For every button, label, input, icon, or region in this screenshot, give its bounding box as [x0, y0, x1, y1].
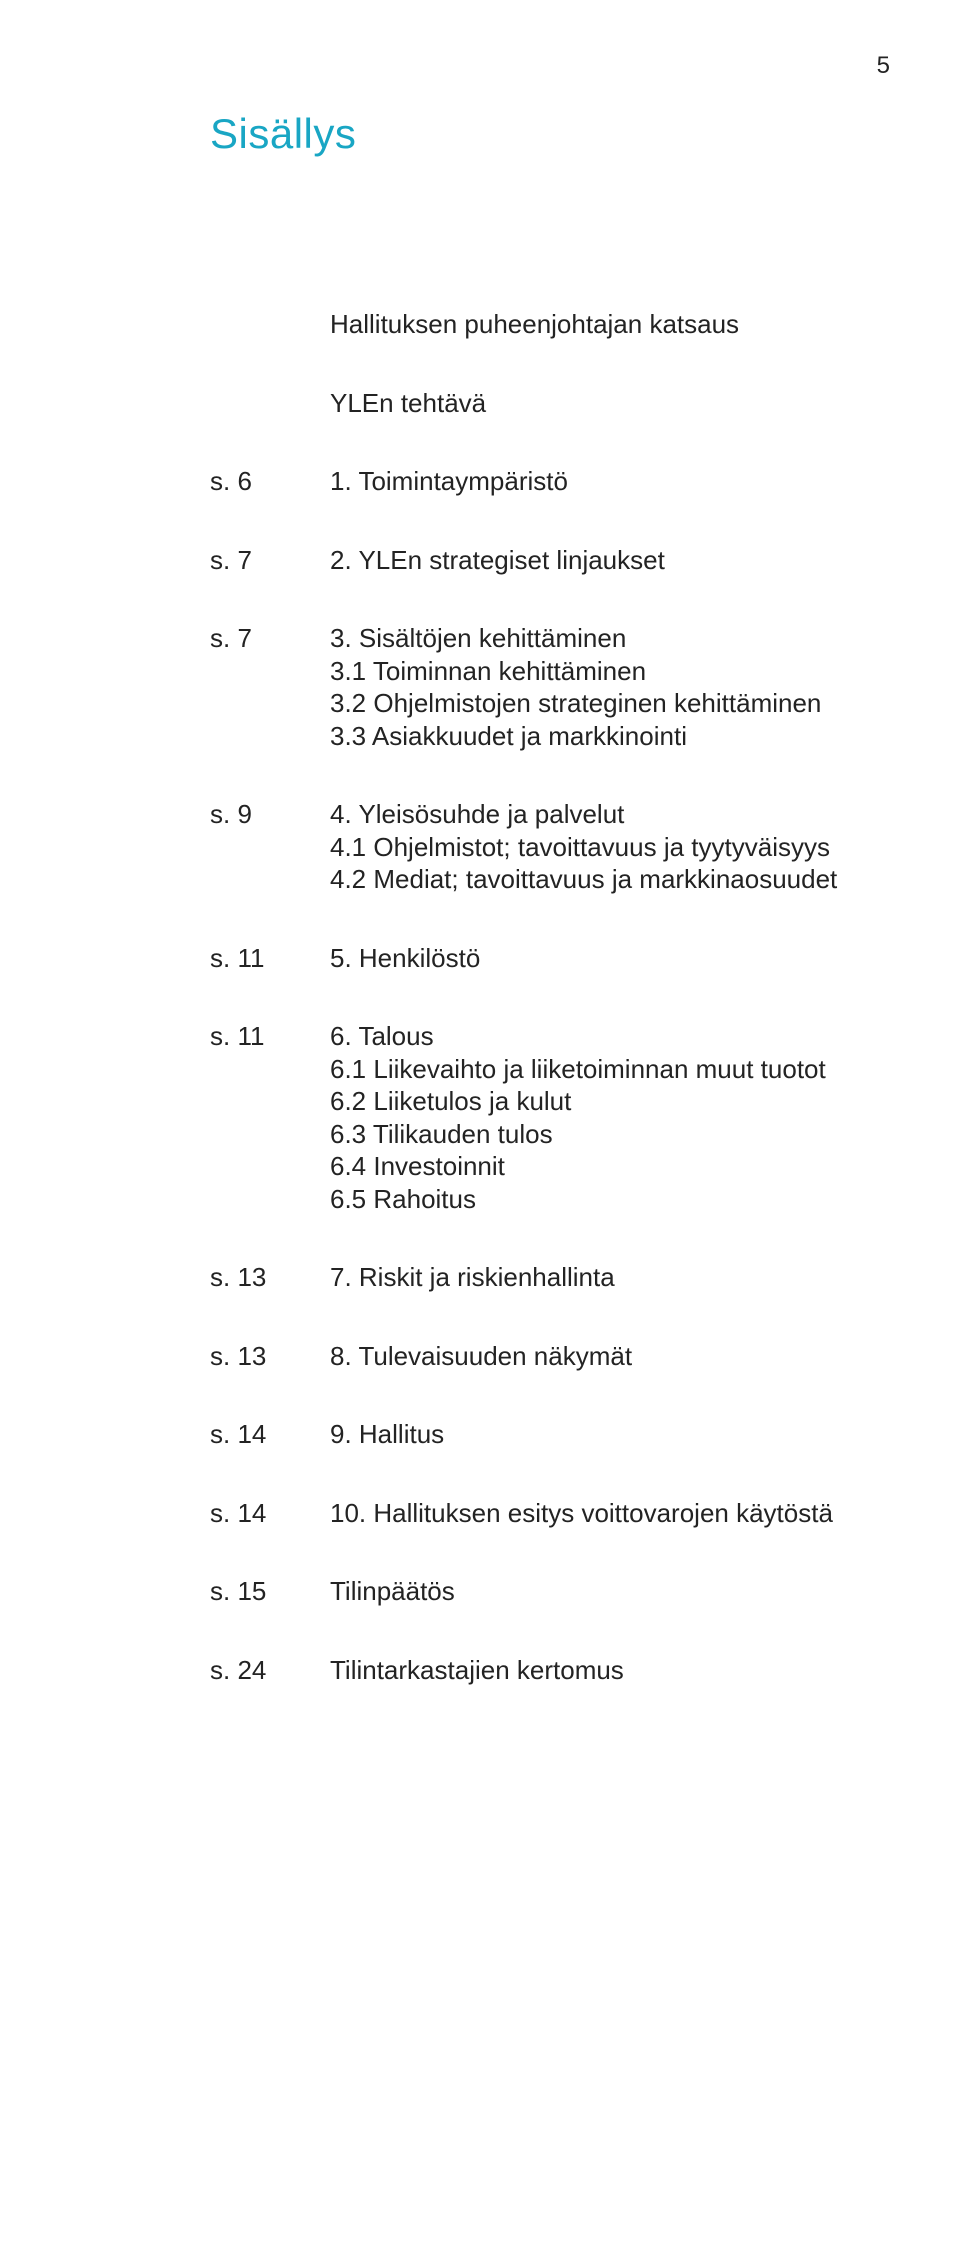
toc-entry: s. 1410. Hallituksen esitys voittovaroje…	[210, 1497, 850, 1530]
toc-entry: s. 73. Sisältöjen kehittäminen3.1 Toimin…	[210, 622, 850, 752]
toc-entry-label: 5. Henkilöstö	[330, 942, 850, 975]
toc-subentry: 6.5 Rahoitus	[330, 1183, 850, 1216]
toc-entry-label: 3. Sisältöjen kehittäminen	[330, 622, 850, 655]
toc-subentry: 6.3 Tilikauden tulos	[330, 1118, 850, 1151]
toc-entry: s. 72. YLEn strategiset linjaukset	[210, 544, 850, 577]
toc-entry-text: Tilinpäätös	[330, 1575, 850, 1608]
toc-subentry: 3.3 Asiakkuudet ja markkinointi	[330, 720, 850, 753]
toc-entry-label: 6. Talous	[330, 1020, 850, 1053]
page-number: 5	[877, 52, 890, 80]
toc-subentry: 4.1 Ohjelmistot; tavoittavuus ja tyytyvä…	[330, 831, 850, 864]
toc-entry-label: 8. Tulevaisuuden näkymät	[330, 1340, 850, 1373]
toc-entry: s. 138. Tulevaisuuden näkymät	[210, 1340, 850, 1373]
toc-subentry: 6.1 Liikevaihto ja liiketoiminnan muut t…	[330, 1053, 850, 1086]
toc-entry: s. 137. Riskit ja riskienhallinta	[210, 1261, 850, 1294]
toc-entry-page: s. 7	[210, 544, 330, 577]
toc-subentry: 4.2 Mediat; tavoittavuus ja markkinaosuu…	[330, 863, 850, 896]
toc-entry-page: s. 11	[210, 1020, 330, 1053]
toc-entry-page: s. 6	[210, 465, 330, 498]
toc-entry-text: 3. Sisältöjen kehittäminen3.1 Toiminnan …	[330, 622, 850, 752]
toc-entry-label: 2. YLEn strategiset linjaukset	[330, 544, 850, 577]
toc-entry: s. 24Tilintarkastajien kertomus	[210, 1654, 850, 1687]
toc-subentry: 6.4 Investoinnit	[330, 1150, 850, 1183]
toc-entry-page: s. 9	[210, 798, 330, 831]
toc-entry-text: 8. Tulevaisuuden näkymät	[330, 1340, 850, 1373]
toc-entry-label: 4. Yleisösuhde ja palvelut	[330, 798, 850, 831]
toc-entry-label: 9. Hallitus	[330, 1418, 850, 1451]
toc-entries: s. 61. Toimintaympäristös. 72. YLEn stra…	[210, 465, 850, 1686]
toc-subentry: 3.2 Ohjelmistojen strateginen kehittämin…	[330, 687, 850, 720]
toc-entry-page: s. 14	[210, 1497, 330, 1530]
toc-entry-text: Tilintarkastajien kertomus	[330, 1654, 850, 1687]
toc-entry-text: 7. Riskit ja riskienhallinta	[330, 1261, 850, 1294]
toc-entry-page: s. 15	[210, 1575, 330, 1608]
toc-entry-label: Tilinpäätös	[330, 1575, 850, 1608]
toc-entry-text: 1. Toimintaympäristö	[330, 465, 850, 498]
toc-entry-label: 10. Hallituksen esitys voittovarojen käy…	[330, 1497, 850, 1530]
table-of-contents: Hallituksen puheenjohtajan katsaus YLEn …	[210, 308, 850, 1686]
toc-entry-page: s. 11	[210, 942, 330, 975]
toc-entry-page: s. 13	[210, 1261, 330, 1294]
toc-entry-text: 4. Yleisösuhde ja palvelut4.1 Ohjelmisto…	[330, 798, 850, 896]
toc-entry-label: Tilintarkastajien kertomus	[330, 1654, 850, 1687]
toc-entry-text: 10. Hallituksen esitys voittovarojen käy…	[330, 1497, 850, 1530]
toc-entry-label: 7. Riskit ja riskienhallinta	[330, 1261, 850, 1294]
toc-entry-label: 1. Toimintaympäristö	[330, 465, 850, 498]
toc-subentry: 3.1 Toiminnan kehittäminen	[330, 655, 850, 688]
toc-subentry: 6.2 Liiketulos ja kulut	[330, 1085, 850, 1118]
toc-pre-heading: YLEn tehtävä	[330, 387, 850, 420]
toc-entry: s. 61. Toimintaympäristö	[210, 465, 850, 498]
toc-entry: s. 15Tilinpäätös	[210, 1575, 850, 1608]
toc-entry-text: 6. Talous6.1 Liikevaihto ja liiketoiminn…	[330, 1020, 850, 1215]
page-title: Sisällys	[210, 110, 850, 158]
toc-entry: s. 115. Henkilöstö	[210, 942, 850, 975]
toc-entry-text: 5. Henkilöstö	[330, 942, 850, 975]
toc-entry-page: s. 14	[210, 1418, 330, 1451]
toc-entry: s. 94. Yleisösuhde ja palvelut4.1 Ohjelm…	[210, 798, 850, 896]
toc-entry: s. 149. Hallitus	[210, 1418, 850, 1451]
toc-entry-page: s. 13	[210, 1340, 330, 1373]
toc-pre-heading: Hallituksen puheenjohtajan katsaus	[330, 308, 850, 341]
toc-entry-page: s. 7	[210, 622, 330, 655]
toc-entry-page: s. 24	[210, 1654, 330, 1687]
toc-entry-text: 9. Hallitus	[330, 1418, 850, 1451]
toc-entry-text: 2. YLEn strategiset linjaukset	[330, 544, 850, 577]
document-page: 5 Sisällys Hallituksen puheenjohtajan ka…	[0, 0, 960, 2247]
toc-entry: s. 116. Talous6.1 Liikevaihto ja liiketo…	[210, 1020, 850, 1215]
